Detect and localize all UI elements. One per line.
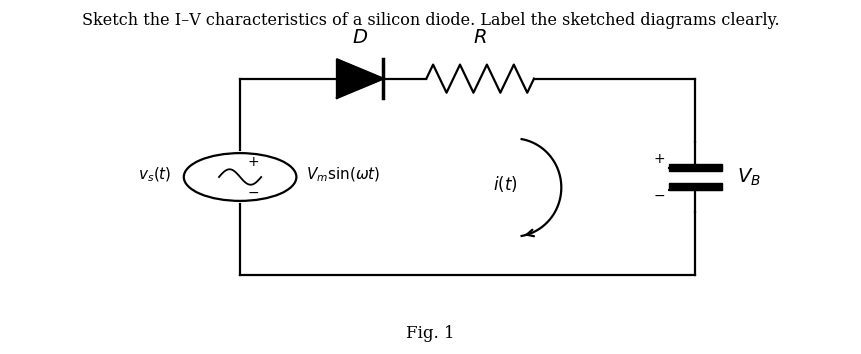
- Text: $D$: $D$: [352, 29, 369, 47]
- Text: Fig. 1: Fig. 1: [406, 325, 455, 342]
- Text: $v_s(t)$: $v_s(t)$: [138, 166, 171, 184]
- Text: $V_B$: $V_B$: [737, 166, 760, 188]
- Bar: [669, 164, 722, 171]
- Text: $+$: $+$: [653, 152, 665, 166]
- Text: $-$: $-$: [653, 188, 665, 202]
- Text: $V_m\sin(\omega t)$: $V_m\sin(\omega t)$: [307, 166, 381, 184]
- Text: $i(t)$: $i(t)$: [492, 174, 517, 194]
- Text: Sketch the I–V characteristics of a silicon diode. Label the sketched diagrams c: Sketch the I–V characteristics of a sili…: [82, 12, 779, 29]
- Text: $-$: $-$: [247, 185, 259, 199]
- Text: $R$: $R$: [474, 29, 487, 47]
- Text: $+$: $+$: [247, 155, 259, 169]
- Bar: [669, 183, 722, 190]
- Polygon shape: [337, 59, 383, 98]
